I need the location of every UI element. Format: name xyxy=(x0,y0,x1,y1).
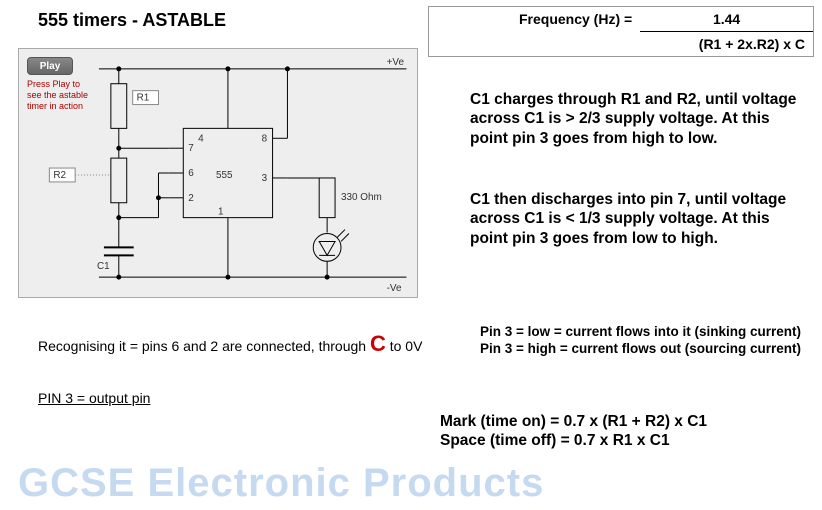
page-title: 555 timers - ASTABLE xyxy=(38,10,226,31)
play-button[interactable]: Play xyxy=(27,57,73,75)
footer-watermark: GCSE Electronic Products xyxy=(18,461,544,506)
svg-text:3: 3 xyxy=(262,173,268,184)
formula-numerator: 1.44 xyxy=(640,7,813,32)
paragraph-charge: C1 charges through R1 and R2, until volt… xyxy=(470,90,800,148)
mark-space-formulas: Mark (time on) = 0.7 x (R1 + R2) x C1 Sp… xyxy=(440,412,820,451)
r1-label: R1 xyxy=(137,93,150,104)
mark-formula: Mark (time on) = 0.7 x (R1 + R2) x C1 xyxy=(440,412,820,431)
formula-denominator: (R1 + 2x.R2) x C xyxy=(429,32,813,56)
paragraph-discharge: C1 then discharges into pin 7, until vol… xyxy=(470,190,800,248)
ic-label: 555 xyxy=(216,170,233,181)
play-caption: Press Play to see the astable timer in a… xyxy=(27,79,97,111)
formula-lhs: Frequency (Hz) = xyxy=(429,7,640,32)
recog-c-letter: C xyxy=(370,331,386,356)
recognising-text: Recognising it = pins 6 and 2 are connec… xyxy=(38,330,458,358)
c1-label: C1 xyxy=(97,261,110,272)
pin3-note-high: Pin 3 = high = current flows out (sourci… xyxy=(480,341,810,358)
top-rail-label: +Ve xyxy=(387,57,405,68)
pin3-notes: Pin 3 = low = current flows into it (sin… xyxy=(480,324,810,358)
recog-part-a: Recognising it = pins 6 and 2 are connec… xyxy=(38,338,370,354)
bottom-rail-label: -Ve xyxy=(387,283,402,294)
svg-text:1: 1 xyxy=(218,207,224,218)
svg-text:6: 6 xyxy=(188,168,194,179)
pin3-output-label: PIN 3 = output pin xyxy=(38,390,150,408)
space-formula: Space (time off) = 0.7 x R1 x C1 xyxy=(440,431,820,450)
r2-label: R2 xyxy=(53,170,66,181)
frequency-formula: Frequency (Hz) = 1.44 (R1 + 2x.R2) x C xyxy=(428,6,814,57)
pin3-note-low: Pin 3 = low = current flows into it (sin… xyxy=(480,324,810,341)
svg-text:4: 4 xyxy=(198,133,204,144)
svg-text:7: 7 xyxy=(188,143,194,154)
svg-text:8: 8 xyxy=(262,133,268,144)
ohm-label: 330 Ohm xyxy=(341,192,382,203)
circuit-diagram: Play Press Play to see the astable timer… xyxy=(18,48,418,298)
svg-text:2: 2 xyxy=(188,193,194,204)
recog-part-b: to 0V xyxy=(386,338,423,354)
